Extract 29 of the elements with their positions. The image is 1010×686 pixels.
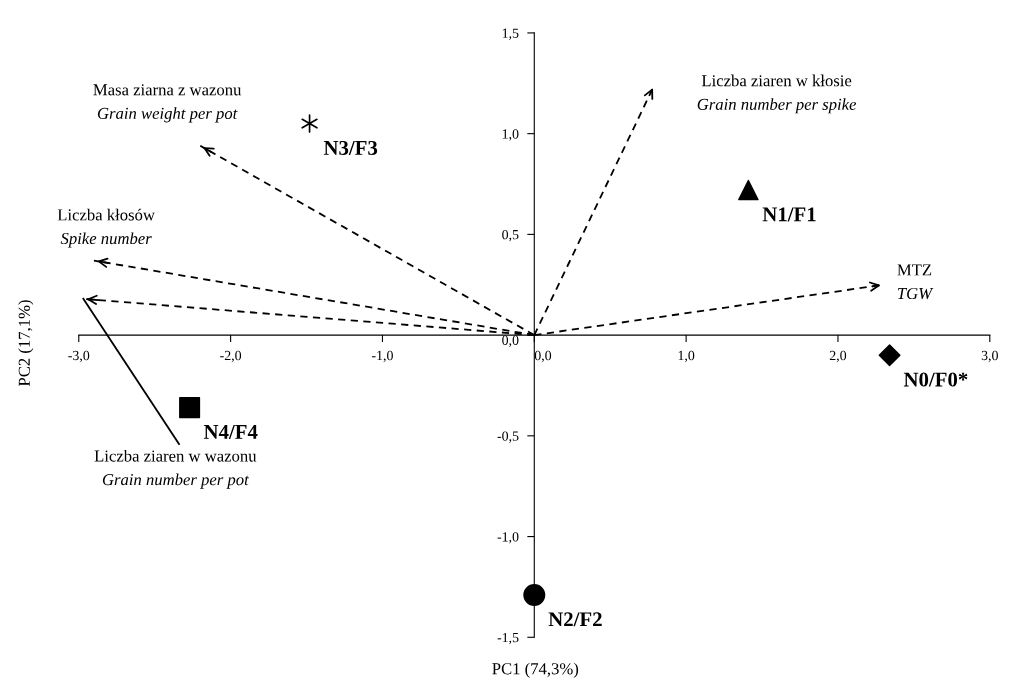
y-axis-title: PC2 (17,1%)	[18, 300, 34, 387]
y-tick-label: -0,5	[497, 431, 519, 443]
x-tick-label: 3,0	[981, 350, 998, 363]
y-tick-label: -1,5	[497, 632, 519, 645]
point	[878, 344, 901, 367]
x-tick-label: -1,0	[371, 350, 393, 363]
series-label: N1/F1	[762, 207, 816, 222]
x-tick-label: -3,0	[68, 350, 90, 363]
series-label: N4/F4	[203, 425, 258, 439]
series-label: N2/F2	[548, 612, 602, 627]
annotation: Liczba ziaren w wazonu Grain number per pot	[94, 449, 257, 489]
y-tick-label: 1,0	[502, 129, 519, 141]
y-tick-label: 1,5	[502, 28, 519, 40]
annotation: MTZ TGW	[897, 264, 934, 300]
series-label: N3/F3	[323, 140, 378, 155]
point	[523, 583, 546, 606]
annotation: Liczba ziaren w kłosie Grain number per spike	[697, 74, 857, 114]
annotation: Liczba kłosów Spike number	[57, 208, 155, 248]
annotation: Masa ziarna z wazonu Grain weight per pot	[93, 84, 242, 123]
series-label: N0/F0*	[903, 372, 968, 387]
x-axis-title: PC1 (74,3%)	[492, 662, 579, 678]
point	[738, 179, 759, 201]
x-tick-label: 1,0	[678, 350, 695, 363]
y-tick-label: -1,0	[497, 532, 519, 544]
y-tick-label: 0,0	[502, 335, 519, 347]
x-tick-label: -2,0	[220, 350, 242, 363]
point	[179, 397, 201, 419]
y-tick-label: 0,5	[502, 229, 519, 242]
x-tick-label: 2,0	[829, 350, 847, 363]
